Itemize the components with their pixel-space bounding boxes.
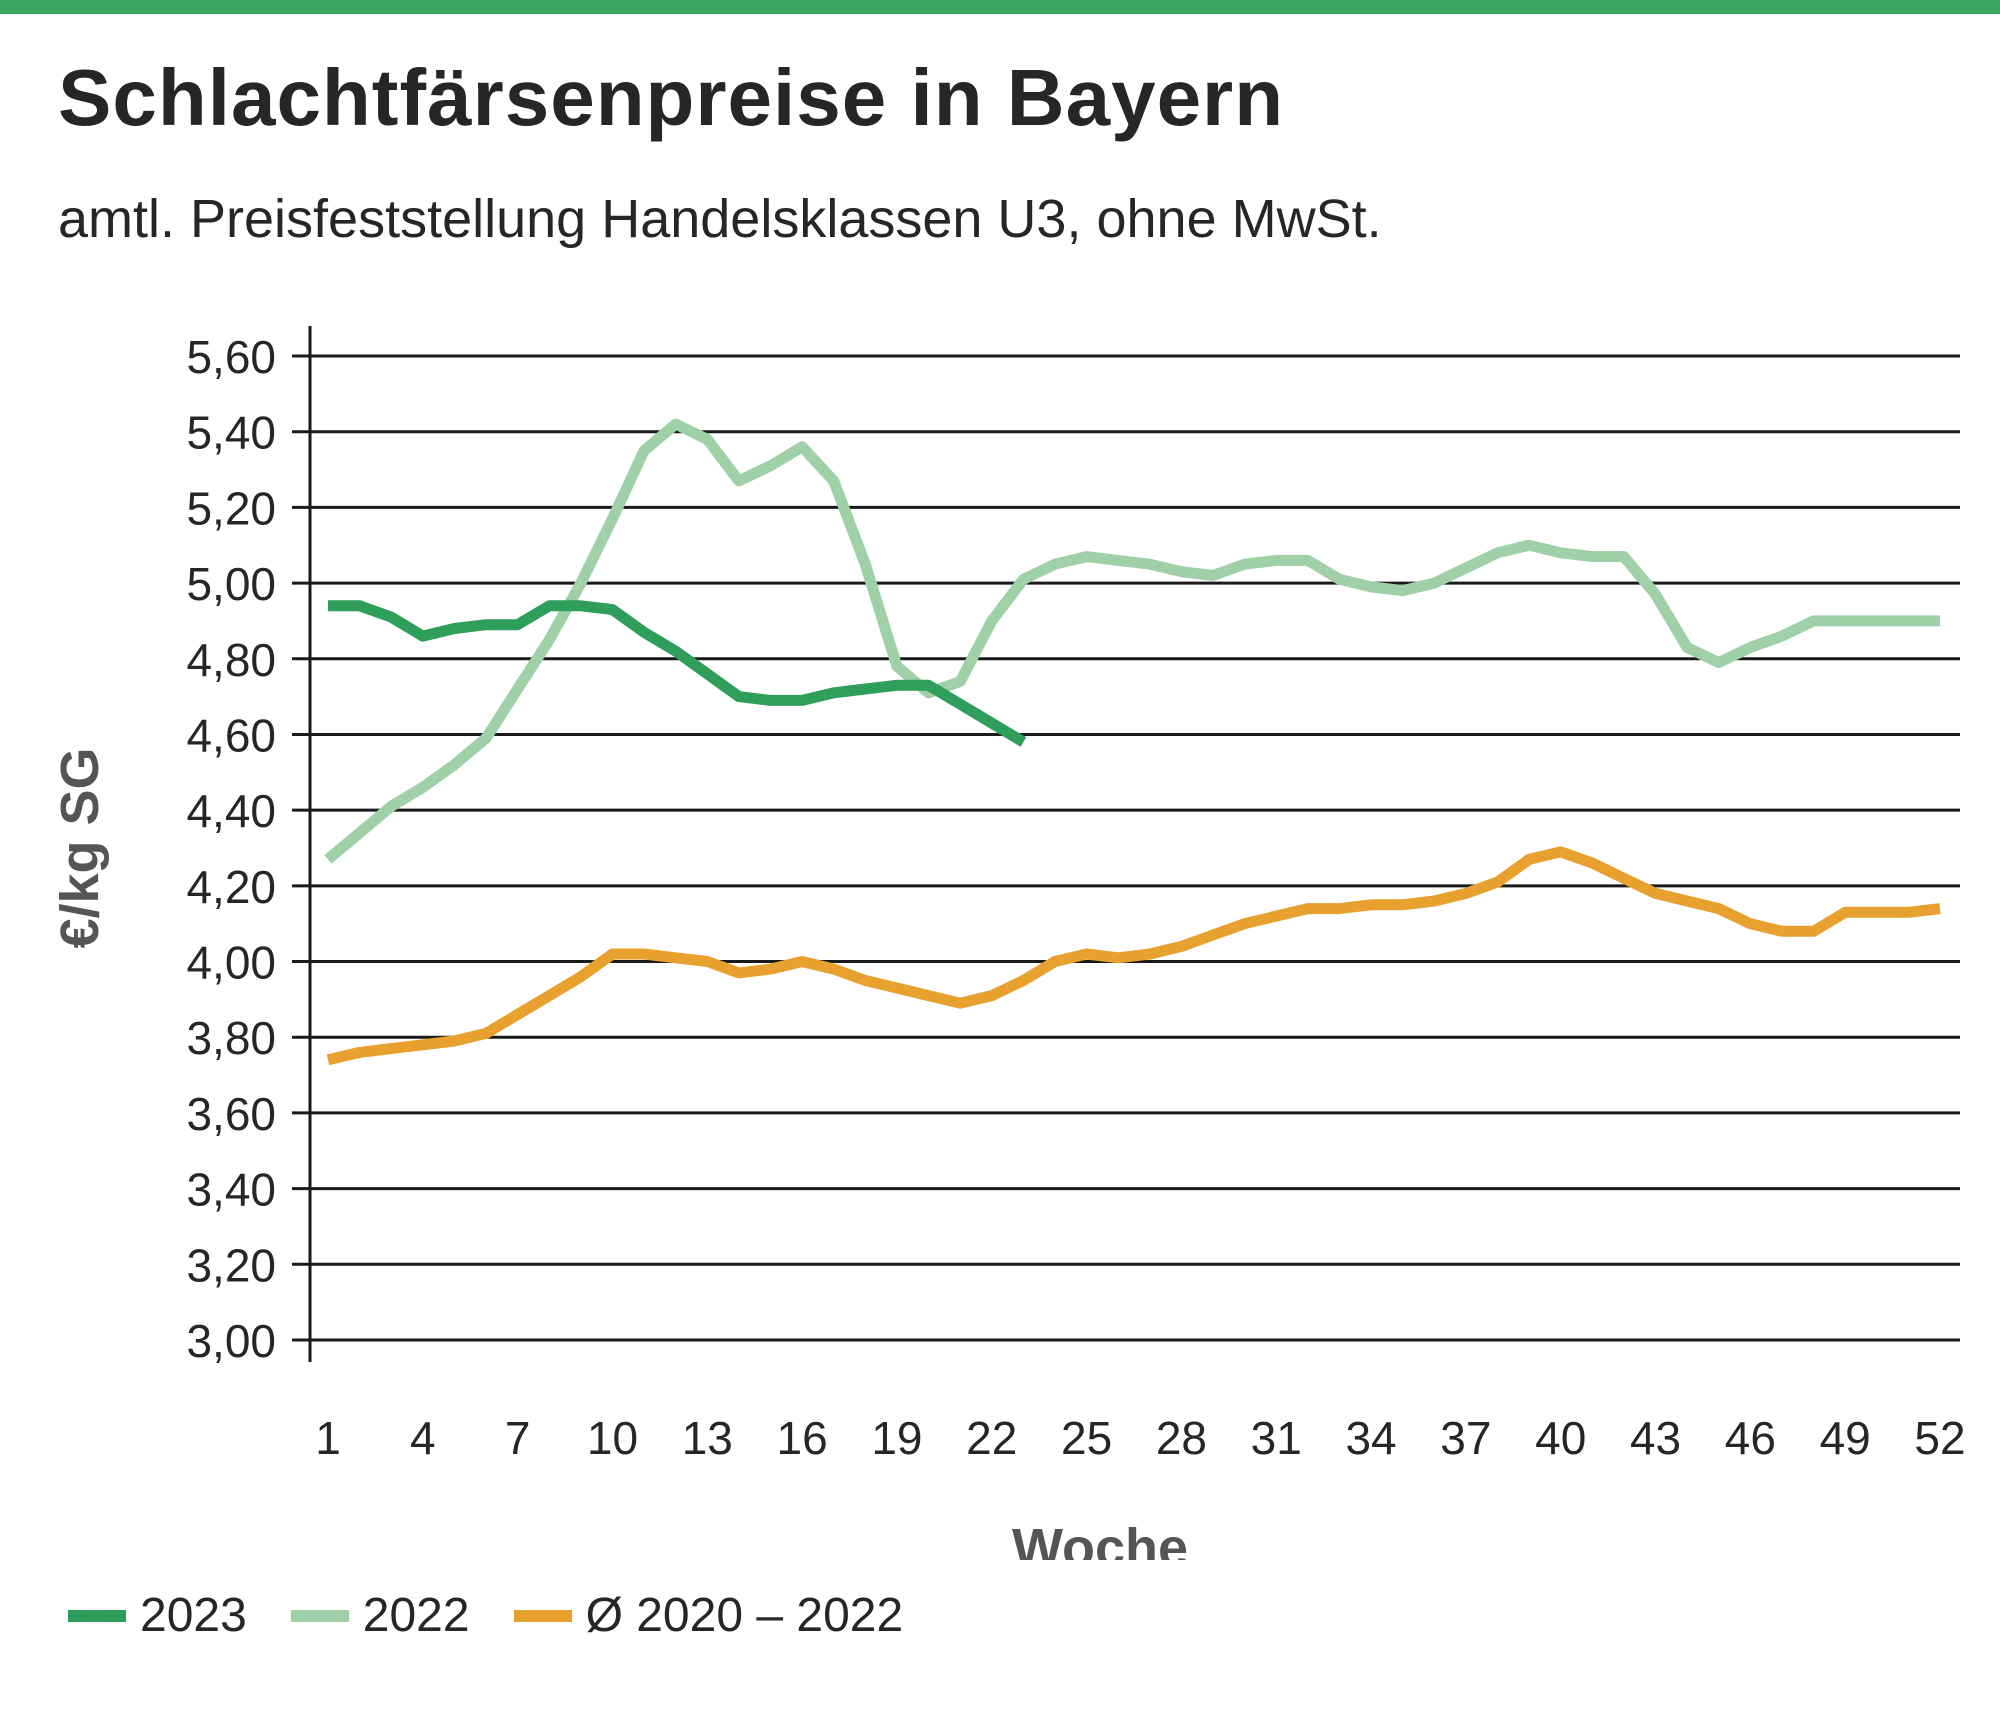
- x-tick-label: 4: [410, 1412, 436, 1464]
- y-tick-label: 5,40: [186, 407, 276, 459]
- top-accent-bar: [0, 0, 2000, 14]
- legend-item-2023: 2023: [68, 1588, 247, 1643]
- legend-swatch-2023: [68, 1609, 126, 1622]
- x-tick-label: 7: [505, 1412, 531, 1464]
- x-tick-label: 10: [587, 1412, 638, 1464]
- x-tick-label: 28: [1156, 1412, 1207, 1464]
- y-tick-label: 5,60: [186, 331, 276, 383]
- y-tick-label: 3,60: [186, 1088, 276, 1140]
- series-line-average: [326, 846, 1941, 1066]
- x-tick-label: 31: [1251, 1412, 1302, 1464]
- x-tick-label: 43: [1630, 1412, 1681, 1464]
- y-tick-label: 5,00: [186, 558, 276, 610]
- x-tick-label: 52: [1914, 1412, 1965, 1464]
- chart-subtitle: amtl. Preisfeststellung Handelsklassen U…: [58, 189, 1382, 249]
- legend-swatch-2022: [290, 1609, 349, 1622]
- y-tick-label: 4,20: [186, 861, 276, 913]
- legend-label-average: Ø 2020 – 2022: [585, 1589, 904, 1642]
- x-tick-label: 37: [1440, 1412, 1491, 1464]
- legend-label-2023: 2023: [140, 1589, 247, 1642]
- legend: 2023 2022 Ø 2020 – 2022: [68, 1588, 947, 1643]
- series-line-2023: [328, 600, 1027, 747]
- series-line-2022: [324, 418, 1940, 864]
- legend-label-2022: 2022: [362, 1589, 470, 1642]
- y-tick-label: 4,60: [186, 709, 276, 761]
- x-axis-title: Woche: [1012, 1518, 1188, 1560]
- chart-title: Schlachtfärsenpreise in Bayern: [58, 53, 1285, 142]
- y-axis-title: €/kg SG: [50, 747, 110, 948]
- y-tick-label: 4,80: [186, 634, 276, 686]
- y-tick-label: 3,00: [186, 1315, 276, 1367]
- x-tick-label: 49: [1820, 1412, 1871, 1464]
- y-tick-label: 4,00: [186, 937, 276, 989]
- x-tick-label: 22: [966, 1412, 1017, 1464]
- y-tick-label: 3,40: [186, 1164, 276, 1216]
- y-tick-label: 3,80: [186, 1012, 276, 1064]
- y-tick-label: 5,20: [186, 482, 276, 534]
- line-chart: 3,00 3,20 3,40 3,60 3,80 4,00 4,20 4,40 4,60 4,80…: [50, 326, 1966, 1560]
- x-tick-label: 1: [315, 1412, 341, 1464]
- x-tick-label: 46: [1725, 1412, 1776, 1464]
- y-tick-label: 3,20: [186, 1239, 276, 1291]
- x-tick-label: 13: [682, 1412, 733, 1464]
- legend-item-average: Ø 2020 – 2022: [513, 1588, 904, 1643]
- x-tick-label: 16: [777, 1412, 828, 1464]
- legend-item-2022: 2022: [290, 1588, 470, 1643]
- y-tick-label: 4,40: [186, 785, 276, 837]
- x-tick-label: 19: [871, 1412, 922, 1464]
- x-tick-label: 34: [1345, 1412, 1396, 1464]
- legend-swatch-average: [513, 1609, 572, 1622]
- x-tick-label: 25: [1061, 1412, 1112, 1464]
- x-tick-label: 40: [1535, 1412, 1586, 1464]
